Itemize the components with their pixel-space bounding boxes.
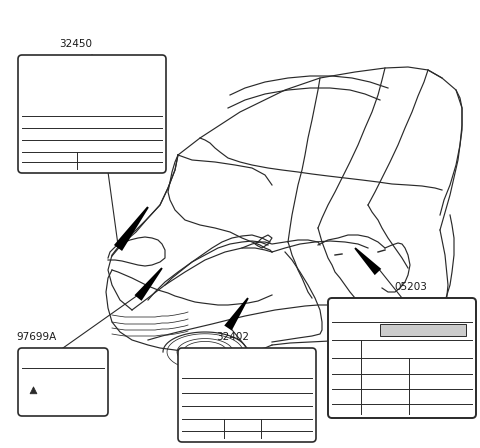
Text: 32450: 32450 [60, 39, 93, 49]
Polygon shape [114, 207, 149, 251]
Text: 05203: 05203 [395, 282, 428, 292]
FancyBboxPatch shape [18, 55, 166, 173]
Text: 97699A: 97699A [16, 332, 56, 342]
FancyBboxPatch shape [178, 348, 316, 442]
Polygon shape [354, 247, 381, 275]
FancyBboxPatch shape [18, 348, 108, 416]
Bar [380, 324, 466, 336]
Text: 32402: 32402 [216, 332, 250, 342]
Polygon shape [30, 387, 37, 394]
Polygon shape [224, 297, 249, 331]
FancyBboxPatch shape [328, 298, 476, 418]
Polygon shape [134, 267, 163, 301]
